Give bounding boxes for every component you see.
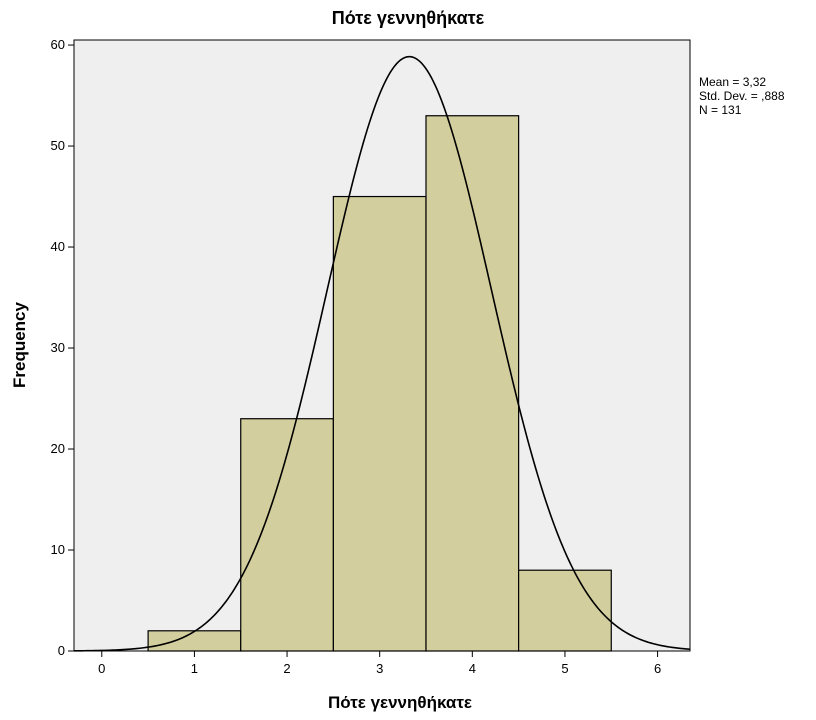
y-axis-label: Frequency (10, 302, 29, 388)
y-tick-label: 0 (58, 643, 65, 658)
chart-title: Πότε γεννηθήκατε (331, 8, 485, 28)
histogram-bar-4 (425, 115, 520, 652)
y-tick-label: 40 (51, 239, 65, 254)
y-axis: 0 10 20 30 40 50 60 (51, 37, 74, 658)
stats-n: N = 131 (699, 103, 742, 117)
stats-box: Mean = 3,32 Std. Dev. = ,888 N = 131 (699, 75, 785, 117)
normal-curve (73, 55, 691, 652)
x-tick-label: 4 (469, 661, 476, 676)
stats-mean: Mean = 3,32 (699, 75, 767, 89)
histogram-bar-2 (240, 418, 334, 652)
bars-group (147, 115, 612, 652)
histogram-bar-5 (518, 569, 612, 652)
x-tick-label: 3 (376, 661, 383, 676)
histogram-bar-3 (332, 195, 427, 652)
y-tick-label: 10 (51, 542, 65, 557)
x-tick-label: 2 (283, 661, 290, 676)
y-tick-label: 50 (51, 138, 65, 153)
x-tick-label: 0 (98, 661, 105, 676)
histogram-bar-1 (147, 630, 242, 652)
stats-std-dev: Std. Dev. = ,888 (699, 89, 785, 103)
x-tick-label: 1 (191, 661, 198, 676)
x-axis-label: Πότε γεννηθήκατε (328, 693, 472, 712)
x-axis: 0 1 2 3 4 5 6 (98, 651, 661, 676)
y-tick-label: 20 (51, 441, 65, 456)
x-tick-label: 6 (654, 661, 661, 676)
y-tick-label: 60 (51, 37, 65, 52)
y-tick-label: 30 (51, 340, 65, 355)
x-tick-label: 5 (561, 661, 568, 676)
